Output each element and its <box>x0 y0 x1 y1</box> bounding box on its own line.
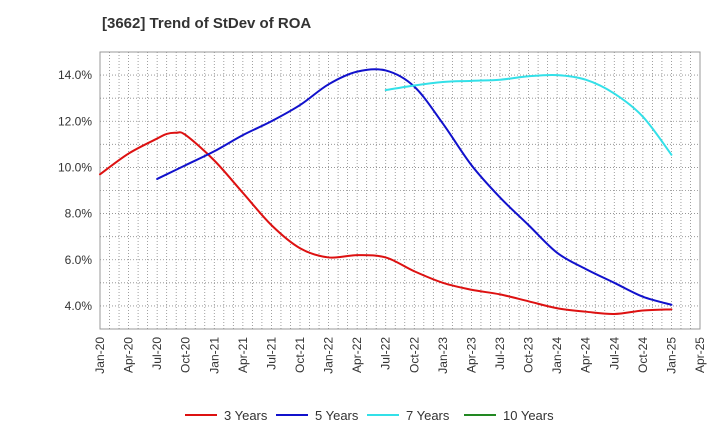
x-tick-label: Jan-21 <box>207 337 221 374</box>
y-tick-label: 8.0% <box>65 207 93 221</box>
x-tick-label: Oct-21 <box>293 337 307 373</box>
series-line-7-years <box>384 73 673 156</box>
x-tick-label: Jul-24 <box>607 337 621 370</box>
y-tick-label: 4.0% <box>65 299 93 313</box>
x-tick-label: Jan-23 <box>436 337 450 374</box>
chart-title: [3662] Trend of StDev of ROA <box>102 15 311 32</box>
x-axis: Jan-20 Apr-20 Jul-20 Oct-20 Jan-21 Apr-21 Jul-… <box>93 337 707 374</box>
x-tick-label: Jul-20 <box>150 337 164 370</box>
x-tick-label: Jan-24 <box>550 337 564 374</box>
x-tick-label: Oct-24 <box>636 337 650 373</box>
y-tick-label: 14.0% <box>58 68 92 82</box>
x-tick-label: Jul-22 <box>379 337 393 370</box>
series-line-3-years <box>99 131 673 316</box>
x-tick-label: Apr-22 <box>350 337 364 373</box>
x-tick-label: Jul-21 <box>264 337 278 370</box>
x-tick-label: Apr-23 <box>464 337 478 373</box>
series-line-5-years <box>156 68 673 306</box>
y-tick-label: 10.0% <box>58 160 92 174</box>
legend-label-5-years: 5 Years <box>315 408 359 423</box>
grid <box>100 52 700 329</box>
x-tick-label: Oct-20 <box>179 337 193 373</box>
x-tick-label: Jan-25 <box>664 337 678 374</box>
x-tick-label: Apr-25 <box>693 337 707 373</box>
x-tick-label: Jul-23 <box>493 337 507 370</box>
legend-label-7-years: 7 Years <box>406 408 450 423</box>
legend-label-10-years: 10 Years <box>503 408 554 423</box>
y-tick-label: 12.0% <box>58 114 92 128</box>
x-tick-label: Apr-20 <box>122 337 136 373</box>
series-group <box>99 68 673 316</box>
x-tick-label: Jan-20 <box>93 337 107 374</box>
y-tick-label: 6.0% <box>65 253 93 267</box>
y-axis: 4.0% 6.0% 8.0% 10.0% 12.0% 14.0% <box>58 68 92 313</box>
legend: 3 Years 5 Years 7 Years 10 Years <box>185 408 554 423</box>
legend-label-3-years: 3 Years <box>224 408 268 423</box>
x-tick-label: Oct-23 <box>522 337 536 373</box>
x-tick-label: Apr-21 <box>236 337 250 373</box>
x-tick-label: Apr-24 <box>579 337 593 373</box>
x-tick-label: Jan-22 <box>322 337 336 374</box>
x-tick-label: Oct-22 <box>407 337 421 373</box>
